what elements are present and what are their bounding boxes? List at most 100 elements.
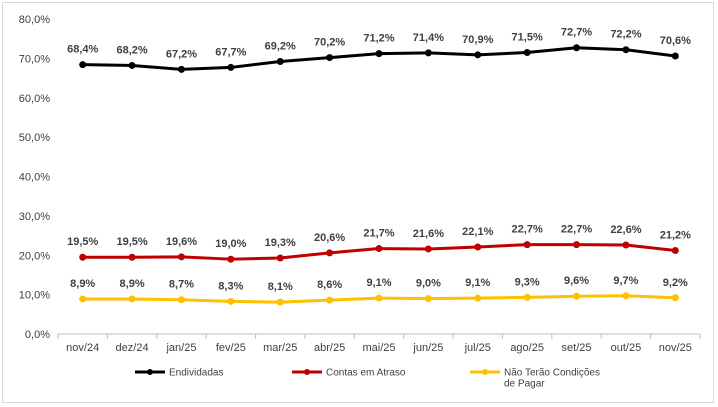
data-point [276, 58, 284, 66]
data-point [671, 52, 679, 60]
x-tick-label: mar/25 [263, 342, 297, 354]
data-label: 68,4% [67, 44, 98, 56]
data-label: 67,2% [166, 48, 197, 60]
y-tick-label: 20,0% [19, 250, 50, 262]
x-tick-label: nov/25 [659, 342, 692, 354]
legend-label: Endividadas [169, 368, 223, 379]
data-label: 21,2% [660, 230, 691, 242]
x-tick-label: mai/25 [362, 342, 395, 354]
x-tick-label: jul/25 [464, 342, 491, 354]
y-tick-label: 70,0% [19, 53, 50, 65]
x-tick-label: set/25 [562, 342, 592, 354]
y-tick-label: 30,0% [19, 211, 50, 223]
data-point [622, 292, 630, 300]
data-point [523, 241, 531, 249]
y-tick-label: 10,0% [19, 290, 50, 302]
legend-label: Não Terão Condições [504, 368, 600, 379]
data-label: 9,1% [465, 277, 490, 289]
legend-marker [304, 369, 310, 375]
y-tick-label: 50,0% [19, 132, 50, 144]
data-point [177, 296, 185, 304]
x-tick-label: ago/25 [510, 342, 544, 354]
data-label: 70,2% [314, 37, 345, 49]
data-label: 22,1% [462, 226, 493, 238]
data-point [375, 294, 383, 302]
data-point [227, 63, 235, 71]
data-point [128, 253, 136, 261]
data-point [622, 46, 630, 54]
data-point [128, 295, 136, 303]
data-label: 9,1% [366, 277, 391, 289]
data-label: 68,2% [116, 44, 147, 56]
data-label: 70,9% [462, 34, 493, 46]
data-label: 67,7% [215, 46, 246, 58]
data-label: 71,2% [363, 33, 394, 45]
x-tick-label: dez/24 [116, 342, 149, 354]
data-label: 9,0% [416, 278, 441, 290]
legend-label: Contas em Atraso [326, 368, 406, 379]
y-tick-label: 0,0% [25, 329, 50, 341]
data-point [671, 294, 679, 302]
data-label: 9,2% [663, 277, 688, 289]
data-label: 72,7% [561, 27, 592, 39]
data-point [326, 296, 334, 304]
data-point [177, 253, 185, 261]
legend-marker [482, 369, 488, 375]
x-tick-label: fev/25 [216, 342, 246, 354]
data-point [474, 51, 482, 59]
data-point [424, 295, 432, 303]
legend-label: de Pagar [504, 379, 545, 390]
chart-frame [2, 2, 714, 403]
x-tick-label: abr/25 [314, 342, 345, 354]
legend-marker [147, 369, 153, 375]
data-point [375, 50, 383, 58]
data-point [375, 245, 383, 253]
y-tick-label: 60,0% [19, 93, 50, 105]
data-label: 22,7% [561, 224, 592, 236]
data-label: 70,6% [660, 35, 691, 47]
data-point [276, 254, 284, 262]
data-point [79, 61, 87, 69]
data-label: 19,5% [67, 236, 98, 248]
data-label: 19,6% [166, 236, 197, 248]
data-point [177, 65, 185, 73]
data-label: 71,5% [512, 31, 543, 43]
data-point [523, 48, 531, 56]
data-label: 72,2% [610, 29, 641, 41]
data-label: 8,9% [120, 278, 145, 290]
data-point [79, 295, 87, 303]
data-point [227, 297, 235, 305]
data-point [622, 241, 630, 249]
data-point [573, 44, 581, 52]
data-point [128, 61, 136, 69]
data-point [424, 245, 432, 253]
y-tick-label: 40,0% [19, 172, 50, 184]
data-point [573, 292, 581, 300]
x-tick-label: out/25 [611, 342, 642, 354]
data-label: 9,6% [564, 275, 589, 287]
x-tick-label: jan/25 [165, 342, 196, 354]
data-label: 19,5% [116, 236, 147, 248]
data-point [326, 249, 334, 257]
data-label: 19,3% [265, 237, 296, 249]
data-label: 8,3% [218, 280, 243, 292]
data-point [671, 247, 679, 255]
data-label: 9,7% [613, 275, 638, 287]
data-point [326, 54, 334, 62]
data-point [573, 241, 581, 249]
data-point [474, 294, 482, 302]
data-point [227, 255, 235, 263]
data-point [276, 298, 284, 306]
data-label: 22,6% [610, 224, 641, 236]
data-point [79, 253, 87, 261]
data-label: 19,0% [215, 238, 246, 250]
x-tick-label: nov/24 [66, 342, 99, 354]
data-label: 21,7% [363, 228, 394, 240]
data-label: 20,6% [314, 232, 345, 244]
data-label: 8,6% [317, 279, 342, 291]
data-label: 69,2% [265, 41, 296, 53]
data-label: 8,9% [70, 278, 95, 290]
data-label: 21,6% [413, 228, 444, 240]
data-label: 22,7% [512, 224, 543, 236]
